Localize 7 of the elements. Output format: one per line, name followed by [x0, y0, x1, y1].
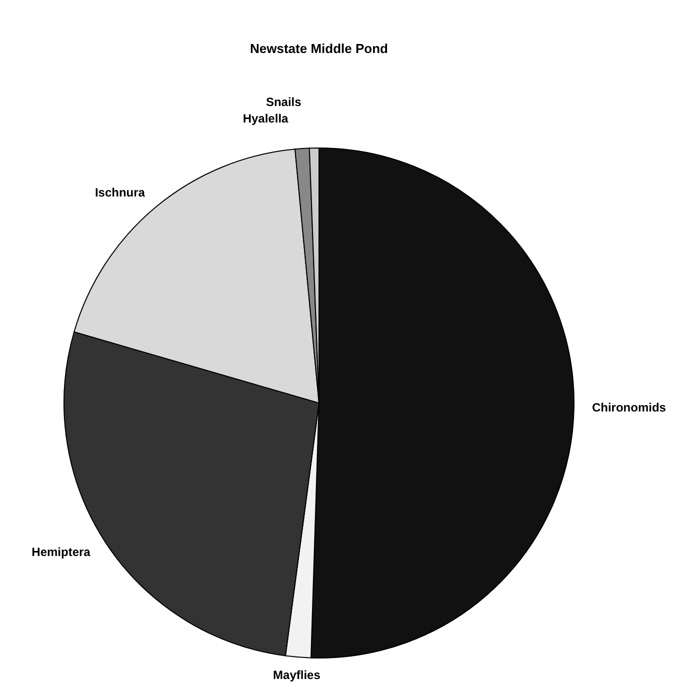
slice-label: Hyalella [242, 112, 289, 126]
slice-label: Mayflies [273, 668, 321, 682]
chart-title: Newstate Middle Pond [250, 41, 388, 56]
slice-label: Hemiptera [32, 545, 91, 560]
slice-label: Chironomids [592, 400, 666, 414]
slice-label: Snails [266, 95, 302, 110]
slice-label: Ischnura [94, 186, 146, 200]
